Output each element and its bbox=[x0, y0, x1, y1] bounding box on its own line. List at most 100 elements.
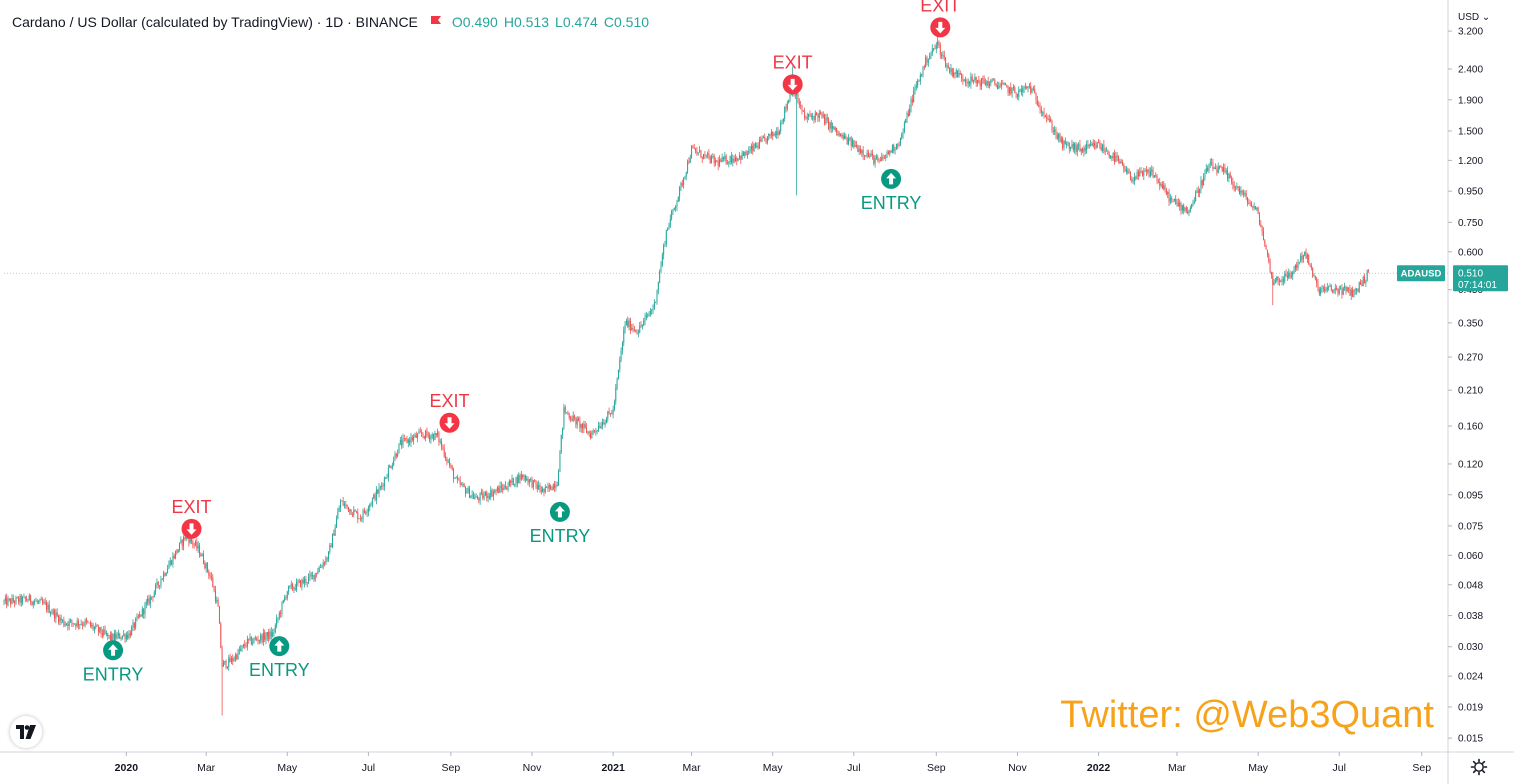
candle bbox=[1302, 254, 1304, 263]
candle bbox=[519, 473, 521, 484]
candle bbox=[1030, 82, 1032, 95]
candle bbox=[1059, 132, 1061, 143]
x-tick-label: Sep bbox=[442, 762, 461, 774]
candle bbox=[867, 149, 869, 158]
candle bbox=[862, 146, 864, 160]
candle bbox=[1152, 166, 1154, 179]
candle bbox=[975, 76, 977, 87]
candle bbox=[1224, 163, 1226, 174]
candle bbox=[601, 418, 603, 430]
candle bbox=[1111, 155, 1113, 162]
candle bbox=[261, 633, 263, 645]
symbol-title[interactable]: Cardano / US Dollar (calculated by Tradi… bbox=[12, 14, 418, 30]
candle bbox=[770, 128, 772, 139]
candle bbox=[552, 483, 554, 491]
y-tick-label: 1.900 bbox=[1458, 95, 1483, 106]
candle bbox=[233, 656, 235, 662]
candle bbox=[1098, 138, 1100, 144]
candle bbox=[1092, 139, 1094, 148]
candle bbox=[680, 181, 682, 192]
candle bbox=[486, 490, 488, 502]
candle bbox=[1266, 249, 1268, 258]
candle bbox=[1000, 80, 1002, 90]
candle bbox=[647, 313, 649, 319]
candle bbox=[24, 596, 26, 603]
candle bbox=[52, 608, 54, 616]
candle bbox=[397, 449, 399, 458]
entry-signal[interactable]: ENTRY bbox=[861, 168, 922, 213]
currency-selector[interactable]: USD ⌄ bbox=[1458, 12, 1490, 23]
candle bbox=[809, 110, 811, 117]
candle bbox=[22, 595, 24, 606]
candle bbox=[709, 155, 711, 165]
candle bbox=[943, 50, 945, 61]
candle bbox=[144, 601, 146, 619]
flag-icon[interactable] bbox=[430, 14, 442, 30]
exit-signal[interactable]: EXIT bbox=[430, 391, 470, 433]
candle bbox=[587, 430, 589, 435]
candle bbox=[1213, 166, 1215, 169]
candle bbox=[458, 477, 460, 481]
candle bbox=[1062, 136, 1064, 151]
candle bbox=[959, 70, 961, 76]
candle bbox=[292, 582, 294, 591]
candle bbox=[209, 572, 211, 580]
exit-signal[interactable]: EXIT bbox=[773, 52, 813, 95]
candle bbox=[1127, 167, 1129, 175]
exit-signal[interactable]: EXIT bbox=[172, 497, 212, 539]
candle bbox=[1135, 175, 1137, 181]
exit-signal[interactable]: EXIT bbox=[920, 0, 960, 38]
candle bbox=[871, 149, 873, 160]
entry-signal[interactable]: ENTRY bbox=[83, 640, 144, 684]
candle bbox=[1301, 251, 1303, 264]
candle bbox=[1313, 273, 1315, 277]
candle bbox=[540, 486, 542, 495]
candle bbox=[849, 136, 851, 142]
candle bbox=[595, 427, 597, 436]
entry-signal[interactable]: ENTRY bbox=[249, 636, 310, 680]
entry-signal[interactable]: ENTRY bbox=[530, 501, 591, 546]
candle bbox=[774, 130, 776, 138]
candle bbox=[1155, 172, 1157, 178]
candle bbox=[1091, 141, 1093, 147]
candle bbox=[200, 552, 202, 557]
candle bbox=[199, 542, 201, 558]
gear-icon[interactable] bbox=[1470, 758, 1488, 776]
candle bbox=[503, 484, 505, 491]
candle bbox=[910, 96, 912, 113]
candle bbox=[438, 431, 440, 446]
candle bbox=[734, 153, 736, 163]
candle bbox=[1344, 282, 1346, 291]
candle bbox=[204, 560, 206, 570]
candle bbox=[394, 451, 396, 461]
candle bbox=[987, 76, 989, 89]
candle bbox=[640, 321, 642, 328]
candle bbox=[373, 493, 375, 500]
candle bbox=[950, 63, 952, 75]
candle bbox=[148, 594, 150, 606]
candle bbox=[544, 483, 546, 494]
candle bbox=[488, 493, 490, 500]
candle bbox=[435, 432, 437, 438]
candle bbox=[969, 80, 971, 87]
candle bbox=[218, 605, 220, 624]
candle bbox=[782, 118, 784, 125]
candle bbox=[230, 655, 232, 665]
candle bbox=[778, 129, 780, 136]
candle bbox=[264, 629, 266, 642]
candle bbox=[1348, 287, 1350, 294]
candle bbox=[599, 422, 601, 429]
candle bbox=[941, 52, 943, 60]
candle bbox=[965, 76, 967, 87]
candle bbox=[1112, 152, 1114, 162]
tradingview-logo-icon[interactable] bbox=[10, 716, 42, 748]
candle bbox=[256, 636, 258, 642]
candle bbox=[1034, 84, 1036, 94]
candle bbox=[717, 157, 719, 171]
candle bbox=[475, 493, 477, 498]
candle bbox=[957, 70, 959, 78]
candle bbox=[1216, 165, 1218, 176]
